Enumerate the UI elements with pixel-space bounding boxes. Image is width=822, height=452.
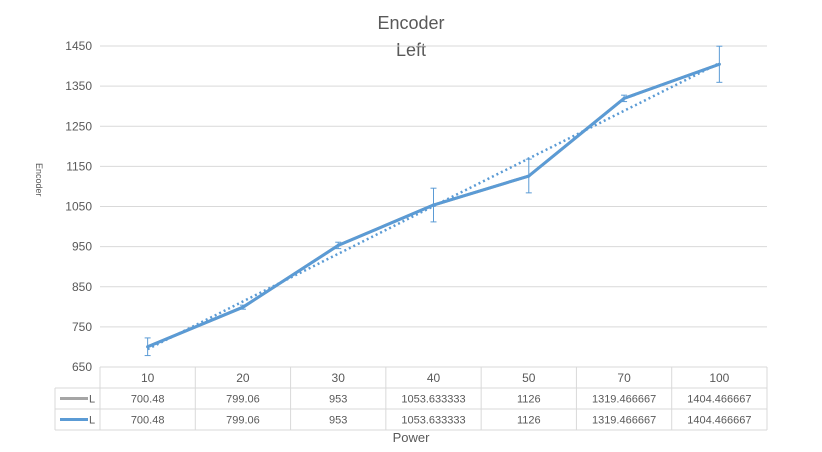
- y-tick-label: 950: [72, 240, 92, 254]
- y-axis-label: Encoder: [34, 163, 44, 197]
- x-tick-label: 70: [617, 371, 631, 385]
- table-cell: 1126: [517, 415, 541, 427]
- y-tick-label: 750: [72, 320, 92, 334]
- chart-subtitle: Left: [395, 40, 427, 60]
- x-tick-label: 50: [522, 371, 536, 385]
- table-cell: 1053.633333: [401, 394, 465, 406]
- table-cell: 1319.466667: [592, 394, 656, 406]
- x-tick-label: 100: [709, 371, 729, 385]
- table-cell: 1404.466667: [687, 415, 751, 427]
- y-tick-label: 1150: [66, 159, 92, 173]
- table-cell: 953: [329, 394, 347, 406]
- table-cell: 799.06: [226, 415, 260, 427]
- table-cell: 1053.633333: [401, 415, 465, 427]
- y-tick-label: 1350: [65, 79, 92, 93]
- table-cell: 1126: [517, 394, 541, 406]
- y-tick-label: 1050: [65, 200, 92, 214]
- legend-label: L: [89, 415, 95, 427]
- y-tick-label: 1450: [65, 39, 92, 53]
- x-tick-label: 20: [236, 371, 250, 385]
- table-cell: 700.48: [131, 394, 165, 406]
- trendline: [147, 62, 720, 351]
- table-cell: 700.48: [131, 415, 165, 427]
- x-tick-label: 10: [141, 371, 155, 385]
- table-cell: 953: [329, 415, 347, 427]
- y-tick-label: 1250: [65, 119, 92, 133]
- chart-title: Encoder: [377, 13, 445, 33]
- table-cell: 1404.466667: [687, 394, 751, 406]
- x-tick-label: 30: [332, 371, 346, 385]
- y-tick-label: 650: [72, 360, 92, 374]
- table-cell: 1319.466667: [592, 415, 656, 427]
- table-cell: 799.06: [226, 394, 260, 406]
- x-axis-label: Power: [392, 430, 430, 445]
- x-tick-label: 40: [427, 371, 441, 385]
- y-tick-label: 850: [72, 280, 92, 294]
- legend-label: L: [89, 394, 95, 406]
